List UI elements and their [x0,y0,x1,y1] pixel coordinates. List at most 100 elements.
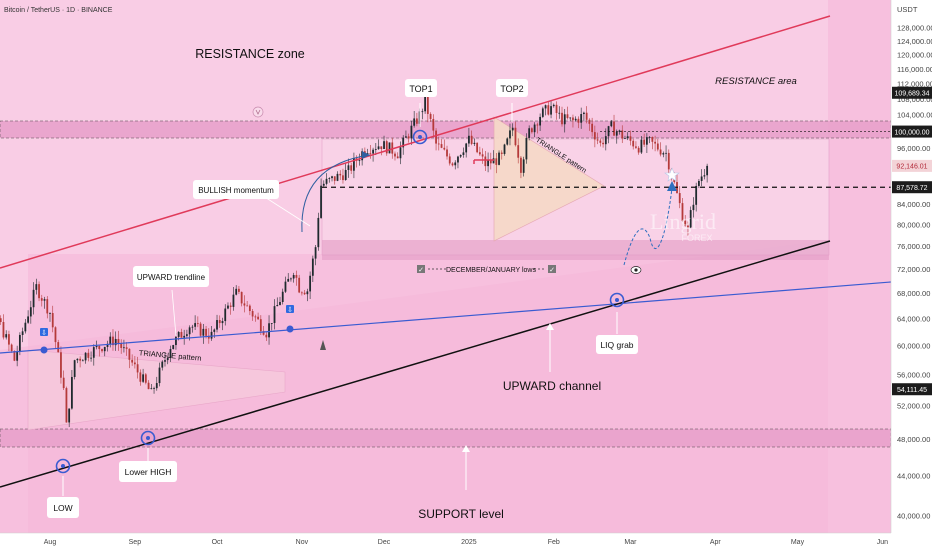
candle [191,324,194,333]
candle [498,150,500,166]
candle [478,146,481,156]
candle [43,296,46,309]
bullish-momentum-arc [301,154,371,233]
candle [517,138,520,164]
top2-callout: TOP2 [496,79,528,97]
candle [585,106,588,124]
candle [27,310,29,324]
y-tick-label: 52,000.00 [897,401,930,410]
candle [440,139,443,149]
upward-channel-label: UPWARD channel [503,379,601,393]
candle [139,369,142,386]
candle [643,133,646,147]
candle [306,288,309,302]
y-tick-label: 104,000.00 [897,111,932,120]
svg-text:100,000.00: 100,000.00 [894,129,929,136]
candle [281,288,284,305]
candle [541,106,544,119]
y-tick-label: 40,000.00 [897,512,930,521]
candle [509,123,511,146]
candle [21,327,24,343]
candle [295,270,298,286]
candle [0,315,2,325]
y-tick-label: 84,000.00 [897,200,930,209]
y-tick-label: 44,000.00 [897,472,930,481]
price-levels [322,131,891,188]
candle [462,147,465,158]
candle [292,272,295,283]
x-tick-label: May [791,539,805,546]
candle [610,119,613,128]
candle [2,314,5,340]
candle [287,273,290,282]
candle [580,107,583,129]
candle [572,114,574,128]
candle [279,296,281,306]
candle [662,151,665,158]
candle [604,128,607,151]
candle [621,125,624,144]
candle [320,178,322,219]
price-label: 92,146.01 [892,159,932,172]
watermark-sub: FOREX [681,233,712,243]
candle [577,116,580,129]
candle [593,125,596,148]
candle [651,136,654,150]
candle [254,314,257,322]
candle [71,369,73,410]
candle [194,315,197,330]
candle [90,351,92,362]
candle [262,325,265,336]
candle [65,386,68,423]
candle [32,282,35,315]
candle [120,339,123,354]
y-tick-label: 76,000.00 [897,242,930,251]
price-labels: 109,689.34 100,000.00 92,146.01 87,578.72 54… [892,86,932,396]
candle [681,198,684,222]
candle [199,321,202,337]
dec-jan-lows-callout: ✓ DECEMBER/JANUARY lows ✓ [417,265,556,274]
candle [79,356,82,368]
y-tick-label: 128,000.00 [897,24,932,33]
candle [495,152,498,174]
x-axis-panel[interactable] [0,533,891,550]
lower-high-callout: Lower HIGH [119,461,177,482]
candle [550,100,552,119]
marker-icon-aug: ⇩ [40,328,48,337]
watermark-main: Lingrid [650,209,716,234]
candle [624,135,626,139]
svg-text:⇩: ⇩ [287,306,293,314]
candle [506,137,509,146]
candle [511,123,514,137]
candle [133,356,136,369]
candle [144,372,147,385]
candle [424,95,427,114]
top1-callout: TOP1 [405,79,437,97]
candle [229,302,232,315]
candle [533,122,536,138]
x-tick-label: 2025 [461,539,477,546]
candle [380,146,383,156]
low-label: LOW [53,503,72,513]
candle [599,138,602,147]
candle [109,332,112,348]
candle [342,168,344,184]
candle [136,356,139,379]
resistance-area-label: RESISTANCE area [715,76,797,87]
candle [635,141,637,150]
svg-text:⇩: ⇩ [41,329,47,337]
low-circle [55,458,71,474]
candle [629,130,632,146]
candle [251,308,254,321]
candle [62,370,65,391]
candle [547,101,550,116]
projection-path [623,187,673,266]
channel-lower-line [0,240,831,488]
x-axis-ticks: Aug Sep Oct Nov Dec 2025 Feb Mar Apr May Jun [44,539,888,546]
candle [164,352,166,367]
svg-text:92,146.01: 92,146.01 [896,164,927,171]
candle [454,160,457,170]
lower-high-label: Lower HIGH [125,467,172,477]
x-tick-label: Jun [877,539,888,546]
candle [180,328,183,338]
